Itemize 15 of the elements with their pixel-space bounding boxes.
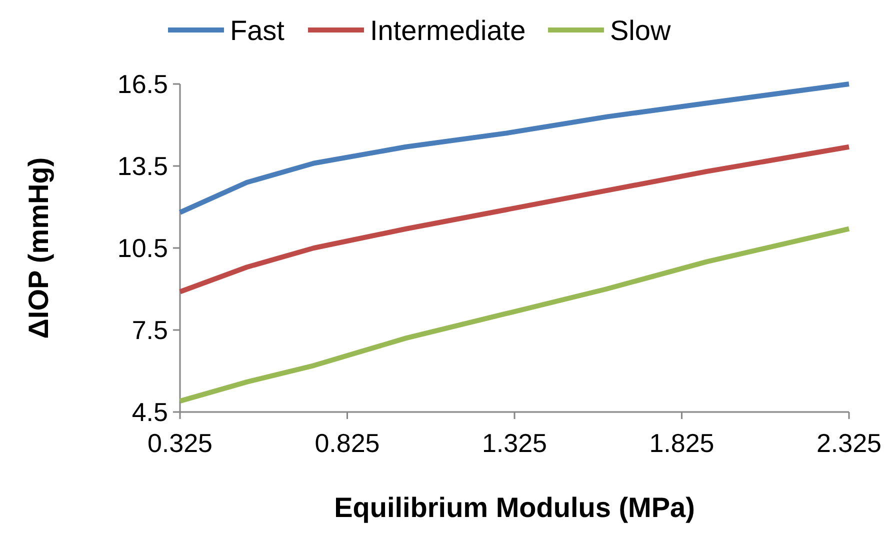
x-tick-label: 1.825 <box>649 428 714 458</box>
x-tick-label: 2.325 <box>816 428 882 458</box>
y-tick-label: 10.5 <box>117 233 168 264</box>
x-tick-label: 0.825 <box>314 428 380 458</box>
y-axis-title: ΔIOP (mmHg) <box>23 157 54 339</box>
legend-label: Intermediate <box>370 14 526 46</box>
x-axis-title: Equilibrium Modulus (MPa) <box>334 492 695 523</box>
y-tick-label: 7.5 <box>132 315 168 346</box>
y-tick-label: 13.5 <box>117 151 168 182</box>
x-tick-label: 0.325 <box>147 428 213 458</box>
y-tick-label: 4.5 <box>132 397 168 428</box>
y-tick-label: 16.5 <box>117 69 168 100</box>
legend-label: Slow <box>610 14 672 46</box>
legend-label: Fast <box>230 14 285 46</box>
x-tick-label: 1.325 <box>482 428 548 458</box>
